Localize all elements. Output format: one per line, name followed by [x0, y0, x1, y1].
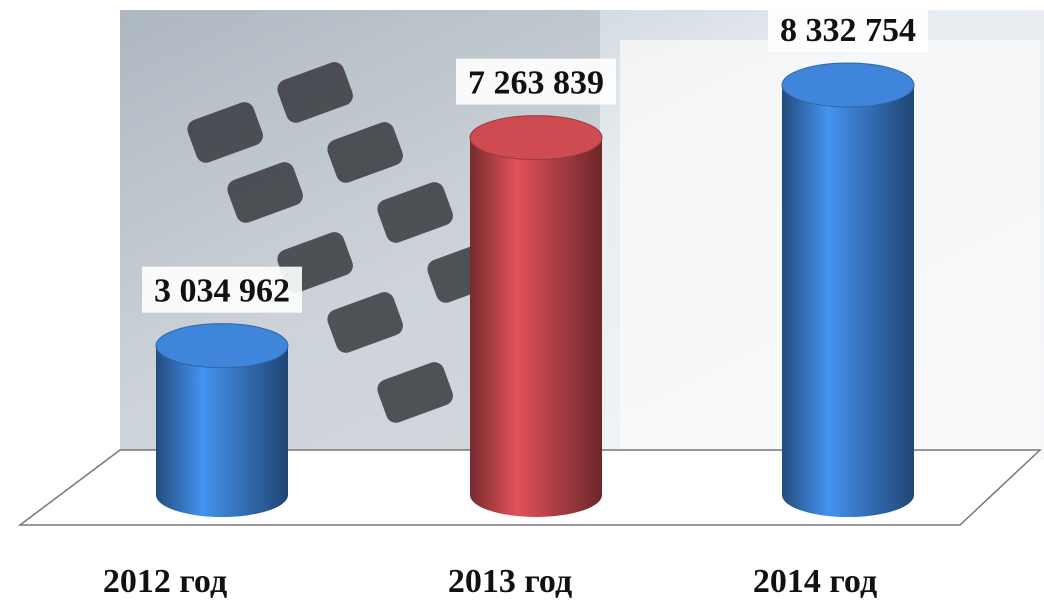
x-tick-label: 2014 год [753, 563, 877, 600]
bar [470, 138, 602, 517]
chart: 3 034 962 2012 год 7 263 839 2013 год 8 332 … [0, 0, 1044, 606]
x-tick-label: 2013 год [448, 563, 572, 600]
value-label: 7 263 839 [468, 65, 604, 102]
bar-top [782, 63, 914, 107]
x-tick-label: 2012 год [103, 563, 227, 600]
bar-top [156, 324, 288, 368]
value-label: 8 332 754 [780, 12, 916, 49]
bar [782, 85, 914, 517]
bar [156, 346, 288, 517]
bar-top [470, 116, 602, 160]
value-label: 3 034 962 [154, 273, 290, 310]
